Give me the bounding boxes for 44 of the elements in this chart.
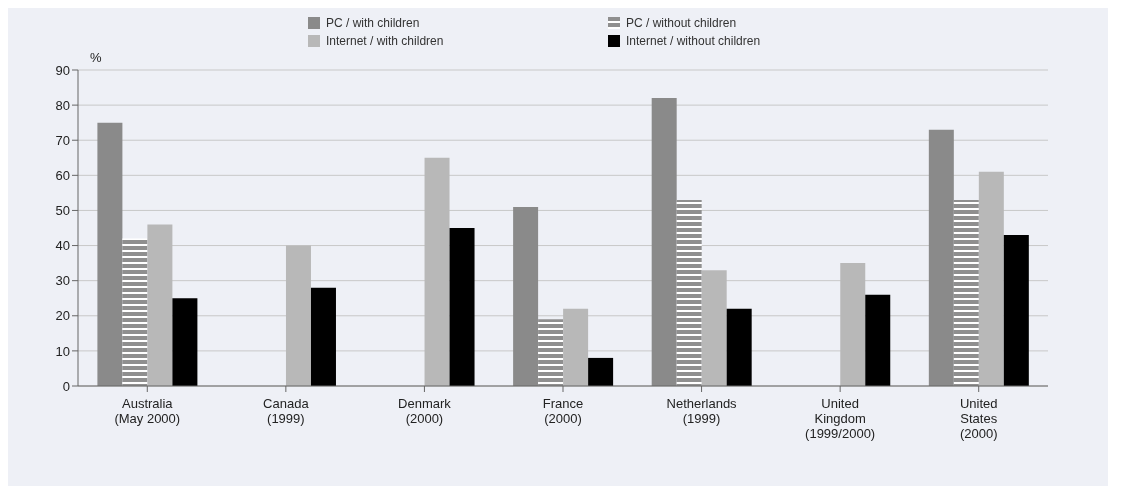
y-tick-label: 90 [55,62,70,78]
bar [953,199,979,386]
y-axis-title: % [90,50,102,65]
bar [563,308,589,386]
legend-label: PC / with children [325,16,421,30]
bar [726,308,752,386]
x-tick-label: United States (2000) [959,396,998,441]
bar [538,319,564,386]
x-tick-label: Netherlands (1999) [666,396,738,426]
bar [701,270,727,386]
y-tick-label: 10 [55,343,70,359]
y-tick-label: 60 [55,167,70,183]
bar [147,224,173,386]
bar [588,357,614,386]
bar [310,287,336,386]
y-tick-label: 20 [55,308,70,324]
legend-label: Internet / with children [325,34,445,48]
bar [1003,235,1029,386]
y-tick-label: 40 [55,238,70,254]
bar [97,122,123,386]
y-tick-label: 0 [62,378,70,394]
bar [928,129,954,386]
bar [676,199,702,386]
bar [513,206,539,386]
bar [285,245,311,386]
legend-label: PC / without children [625,16,738,30]
bar [122,238,148,386]
x-tick-label: France (2000) [542,396,584,426]
y-tick-label: 50 [55,203,70,219]
x-tick-label: Denmark (2000) [398,396,452,426]
bar [978,171,1004,386]
x-tick-label: Canada (1999) [263,396,310,426]
x-tick-label: Australia (May 2000) [114,396,181,426]
bar [449,228,475,386]
bar [172,298,198,386]
y-tick-label: 30 [55,273,70,289]
y-tick-label: 70 [55,132,70,148]
y-tick-label: 80 [55,97,70,113]
legend-label: Internet / without children [625,34,762,48]
bar [651,98,677,386]
x-tick-label: United Kingdom (1999/2000) [805,396,876,441]
bar [424,157,450,386]
bar [865,294,891,386]
bar [840,263,866,386]
